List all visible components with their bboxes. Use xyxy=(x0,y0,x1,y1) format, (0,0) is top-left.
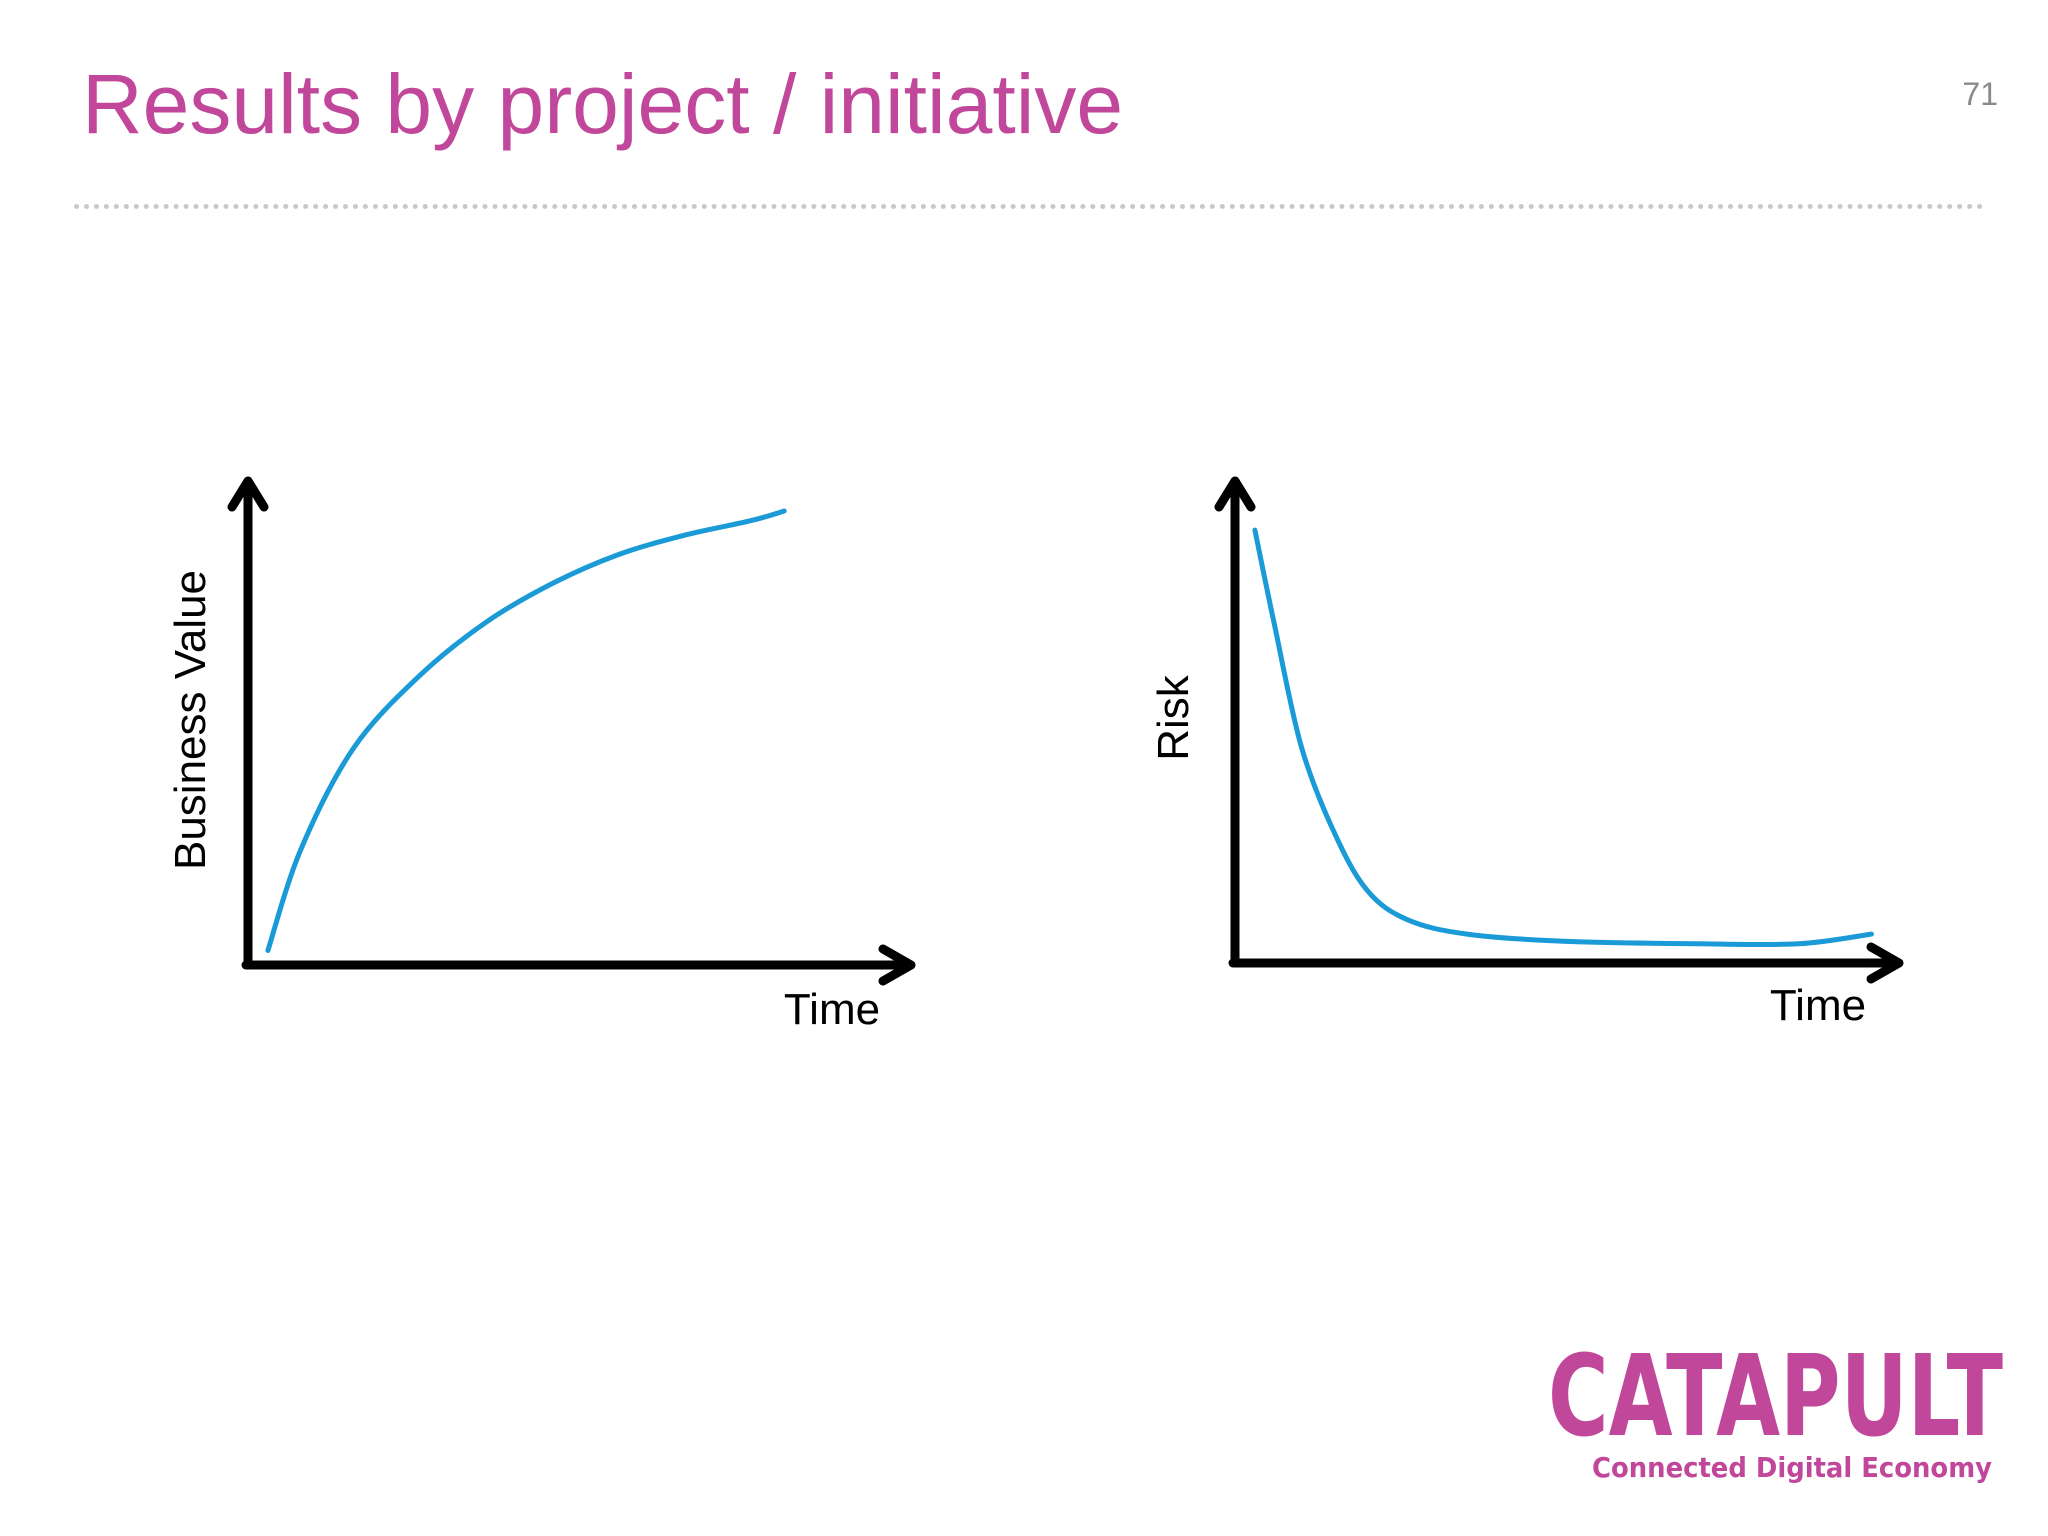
chart-risk: Time Risk xyxy=(1149,476,1904,1030)
catapult-logo: CATAPULT Connected Digital Economy xyxy=(1548,1332,2003,1484)
chart-2-x-arrowhead xyxy=(1866,942,1904,984)
chart-1-series-line xyxy=(265,508,787,953)
logo-tagline: Connected Digital Economy xyxy=(1592,1451,1992,1484)
chart-1-y-arrowhead xyxy=(227,476,269,512)
chart-2-y-arrowhead xyxy=(1214,476,1256,512)
chart-business-value: Time Business Value xyxy=(166,476,916,1034)
chart-2-ylabel: Risk xyxy=(1149,674,1198,761)
chart-1-ylabel: Business Value xyxy=(166,570,215,870)
logo-wordmark: CATAPULT xyxy=(1548,1332,2003,1462)
chart-1-xlabel: Time xyxy=(784,985,880,1034)
chart-1-x-arrowhead xyxy=(878,944,916,986)
chart-2-xlabel: Time xyxy=(1770,981,1866,1030)
slide-title: Results by project / initiative xyxy=(82,57,1124,151)
page-number: 71 xyxy=(1962,76,1998,112)
chart-2-series-line xyxy=(1252,527,1874,948)
title-divider xyxy=(74,204,1984,209)
